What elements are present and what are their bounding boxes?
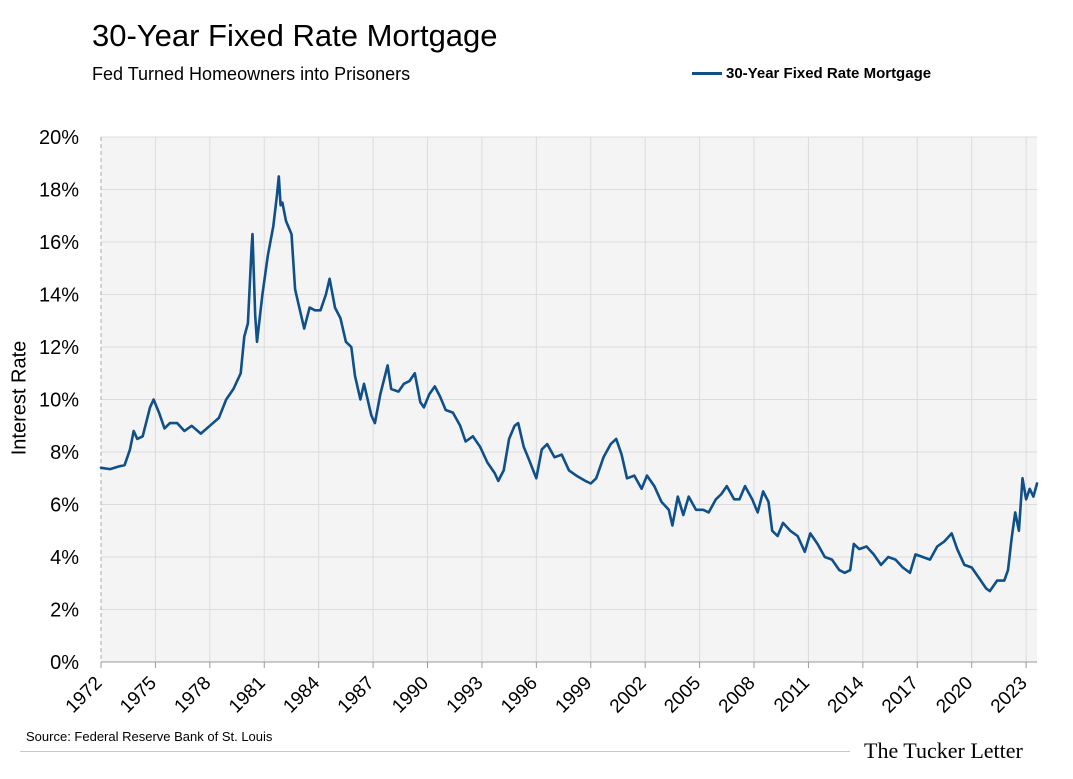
y-tick-label: 20%	[39, 127, 79, 149]
y-tick-label: 16%	[39, 232, 79, 254]
x-tick-label: 1972	[62, 673, 107, 718]
legend-swatch	[692, 72, 722, 75]
page-title: 30-Year Fixed Rate Mortgage	[92, 18, 498, 53]
x-tick-label: 2017	[878, 673, 923, 718]
x-tick-label: 1990	[388, 673, 433, 718]
y-tick-label: 2%	[50, 600, 79, 622]
x-tick-label: 2002	[606, 673, 651, 718]
series-line	[99, 175, 1039, 593]
legend-label: 30-Year Fixed Rate Mortgage	[726, 65, 932, 82]
x-tick-label: 1975	[116, 673, 161, 718]
y-tick-label: 12%	[39, 337, 79, 359]
x-tick-label: 2014	[824, 672, 869, 717]
brand-logo: The Tucker Letter	[864, 738, 1023, 763]
x-tick-label: 1996	[497, 673, 542, 718]
footer-divider	[20, 751, 850, 752]
y-tick-label: 10%	[39, 390, 79, 412]
x-tick-label: 1999	[552, 673, 597, 718]
x-tick-label: 2023	[987, 673, 1032, 718]
page-subtitle: Fed Turned Homeowners into Prisoners	[92, 64, 411, 84]
x-tick-label: 1984	[279, 672, 324, 717]
y-tick-label: 8%	[50, 442, 79, 464]
x-tick-label: 2020	[932, 673, 977, 718]
chart-legend: 30-Year Fixed Rate Mortgage	[692, 65, 931, 82]
source-note: Source: Federal Reserve Bank of St. Loui…	[26, 729, 273, 744]
y-tick-label: 14%	[39, 285, 79, 307]
y-tick-label: 0%	[50, 652, 79, 674]
x-tick-label: 2011	[770, 673, 814, 717]
x-tick-label: 1993	[443, 673, 488, 718]
axes	[100, 137, 1037, 668]
y-tick-label: 6%	[50, 495, 79, 517]
x-tick-label: 2008	[715, 673, 760, 718]
x-tick-label: 2005	[660, 673, 705, 718]
y-tick-label: 18%	[39, 180, 79, 202]
x-tick-label: 1987	[334, 673, 379, 718]
series-layer	[99, 175, 1039, 593]
x-tick-label: 1981	[225, 673, 270, 718]
x-tick-label: 1978	[171, 673, 216, 718]
y-tick-label: 4%	[50, 547, 79, 569]
